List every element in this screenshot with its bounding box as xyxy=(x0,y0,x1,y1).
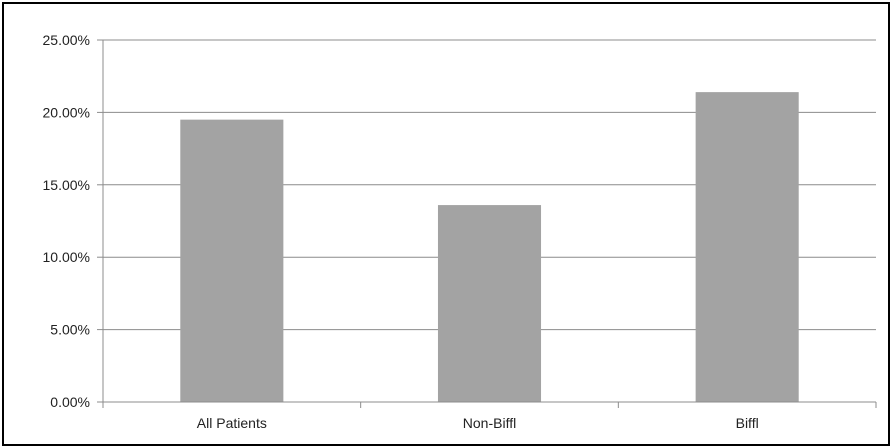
bar-all-patients xyxy=(180,119,284,402)
y-tick-label: 25.00% xyxy=(43,32,90,48)
x-tick-label: Biffl xyxy=(736,415,759,431)
y-tick-label: 5.00% xyxy=(50,322,90,338)
y-tick-label: 20.00% xyxy=(43,104,90,120)
y-tick-label: 0.00% xyxy=(50,394,90,410)
axes xyxy=(97,39,877,408)
bar-biffl xyxy=(695,92,799,403)
tick-labels: 0.00% 5.00% 10.00% 15.00% 20.00% 25.00% All Pa… xyxy=(43,32,759,431)
x-tick-label: All Patients xyxy=(197,415,267,431)
y-tick-label: 10.00% xyxy=(43,249,90,265)
x-tick-label: Non-Biffl xyxy=(463,415,516,431)
y-tick-label: 15.00% xyxy=(43,177,90,193)
bar-non-biffl xyxy=(437,205,542,402)
bars xyxy=(180,92,799,403)
